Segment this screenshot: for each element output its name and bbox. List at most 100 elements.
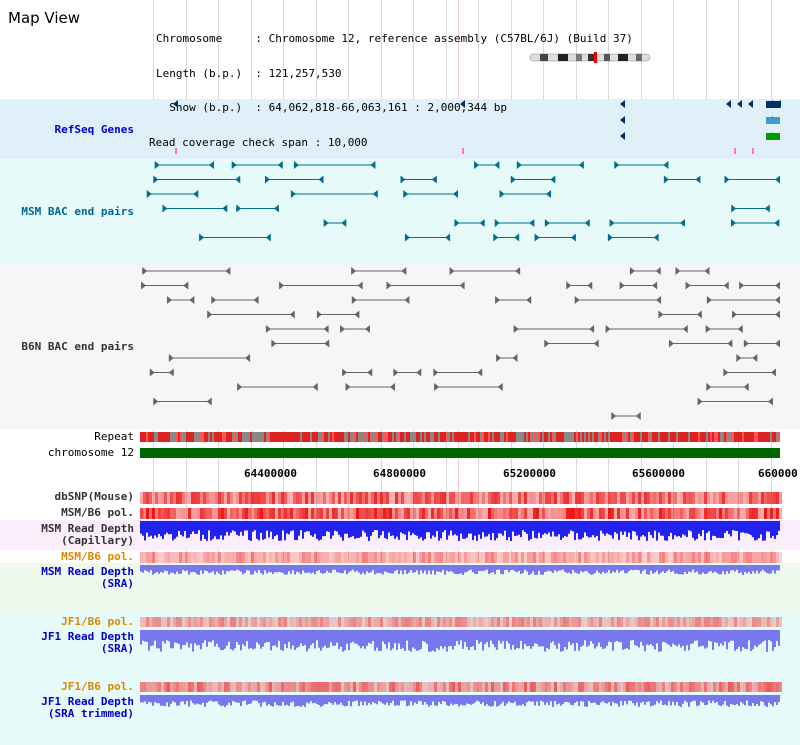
jf1-pol2-cell	[284, 682, 287, 692]
jf1-trim-depth	[584, 695, 586, 707]
repeat-block	[734, 432, 736, 442]
msm-pol2-cell	[491, 552, 494, 563]
jf1-pol-cell	[719, 617, 722, 627]
jf1-pol2-cell	[320, 682, 323, 692]
msm-pol2-cell	[200, 552, 203, 563]
refseq-genes-label[interactable]: RefSeq Genes	[54, 123, 134, 136]
msm-bac-end	[231, 161, 237, 169]
b6n-bac-end	[316, 310, 322, 319]
jf1-pol-cell	[233, 617, 236, 627]
jf1-pol-cell	[356, 617, 359, 627]
jf1-trim-depth	[464, 695, 466, 706]
jf1-trim-depth	[242, 695, 244, 702]
b6n-bac-end	[611, 412, 617, 420]
dbsnp-cell	[227, 492, 230, 504]
msm-pol-cell	[446, 508, 449, 519]
msm-depth-cap-label[interactable]: MSM Read Depth (Capillary)	[41, 523, 134, 547]
msm-sra-depth	[516, 565, 518, 573]
repeat-block	[326, 432, 328, 442]
jf1-sra-depth	[440, 630, 442, 646]
msm-pol-cell	[464, 508, 467, 519]
dbsnp-cell	[329, 492, 332, 504]
msm-pol2-cell	[566, 552, 569, 563]
jf1-trim-depth	[604, 695, 606, 703]
msm-sra-depth	[662, 565, 664, 572]
jf1-trim-depth	[202, 695, 204, 703]
msm-sra-depth	[432, 565, 434, 571]
repeat-block	[360, 432, 362, 442]
msm-bac-label[interactable]: MSM BAC end pairs	[21, 205, 134, 218]
msm-cap-depth	[540, 521, 542, 538]
b6n-bac-end	[658, 310, 664, 319]
jf1-trim-depth	[544, 695, 546, 705]
dbsnp-cell	[569, 492, 572, 504]
b6n-bac-label[interactable]: B6N BAC end pairs	[21, 340, 134, 353]
dbsnp-cell	[170, 492, 173, 504]
msm-sra-depth	[418, 565, 420, 575]
jf1-pol-cell	[338, 617, 341, 627]
dbsnp-cell	[260, 492, 263, 504]
repeat-block	[692, 432, 694, 442]
msm-sra-depth	[512, 565, 514, 570]
msm-sra-depth	[482, 565, 484, 572]
msm-cap-depth	[162, 521, 164, 540]
jf1-depth-trim-label[interactable]: JF1 Read Depth (SRA trimmed)	[41, 696, 134, 720]
dbsnp-cell	[248, 492, 251, 504]
jf1-pol-cell	[467, 617, 470, 627]
msm-cap-depth	[570, 521, 572, 531]
msm-cap-depth	[488, 521, 490, 535]
dbsnp-cell	[419, 492, 422, 504]
repeat-block	[676, 432, 678, 442]
msm-bac-end	[774, 219, 780, 227]
dbsnp-cell	[773, 492, 776, 504]
dbsnp-cell	[653, 492, 656, 504]
msm-sra-depth	[412, 565, 414, 573]
msm-depth-sra-label[interactable]: MSM Read Depth (SRA)	[41, 566, 134, 590]
msm-cap-depth	[316, 521, 318, 539]
jf1-pol2-cell	[524, 682, 527, 692]
dbsnp-cell	[563, 492, 566, 504]
jf1-trim-depth	[460, 695, 462, 705]
jf1-pol-cell	[746, 617, 749, 627]
b6n-bac-end	[668, 339, 674, 348]
jf1-trim-depth	[286, 695, 288, 705]
msm-pol-cell	[617, 508, 620, 519]
jf1-sra-depth	[400, 630, 402, 649]
msm-sra-depth	[674, 565, 676, 574]
info-row-show: Show (b.p.) : 64,062,818-66,063,161 : 2,…	[156, 101, 508, 114]
jf1-b6-pol-label-1[interactable]: JF1/B6 pol.	[61, 615, 134, 628]
jf1-sra-depth	[302, 630, 304, 646]
jf1-pol2-cell	[500, 682, 503, 692]
jf1-pol-cell	[323, 617, 326, 627]
jf1-sra-depth	[680, 630, 682, 648]
dbsnp-label[interactable]: dbSNP(Mouse)	[54, 490, 134, 503]
dbsnp-cell	[362, 492, 365, 504]
msm-pol2-cell	[332, 552, 335, 563]
b6n-bac-end	[168, 354, 174, 362]
jf1-pol2-cell	[344, 682, 347, 692]
jf1-sra-depth	[338, 630, 340, 649]
dbsnp-cell	[335, 492, 338, 504]
msm-b6-pol-label-1[interactable]: MSM/B6 pol.	[61, 506, 134, 519]
msm-pol2-cell	[224, 552, 227, 563]
msm-pol2-cell	[695, 552, 698, 563]
dbsnp-cell	[545, 492, 548, 504]
msm-bac-end	[452, 190, 458, 198]
jf1-pol-cell	[386, 617, 389, 627]
jf1-pol-cell	[263, 617, 266, 627]
jf1-trim-depth	[402, 695, 404, 701]
repeat-block	[198, 432, 200, 442]
jf1-sra-depth	[494, 630, 496, 648]
msm-pol-cell	[164, 508, 167, 519]
dbsnp-cell	[386, 492, 389, 504]
dbsnp-cell	[536, 492, 539, 504]
jf1-depth-sra-label[interactable]: JF1 Read Depth (SRA)	[41, 631, 134, 655]
repeat-block	[442, 432, 444, 442]
jf1-pol-cell	[344, 617, 347, 627]
jf1-sra-depth	[608, 630, 610, 642]
jf1-pol-cell	[167, 617, 170, 627]
msm-cap-depth	[538, 521, 540, 533]
msm-b6-pol-label-2[interactable]: MSM/B6 pol.	[61, 550, 134, 563]
jf1-b6-pol-label-2[interactable]: JF1/B6 pol.	[61, 680, 134, 693]
